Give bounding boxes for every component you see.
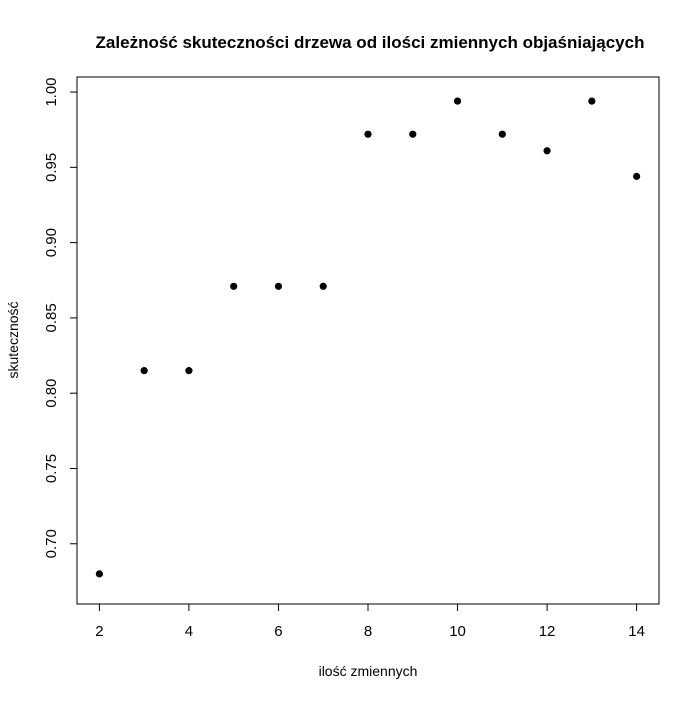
data-point <box>95 570 103 578</box>
y-tick-label: 1.00 <box>43 77 60 106</box>
data-point <box>633 172 641 180</box>
data-point <box>230 282 238 290</box>
x-tick-label: 12 <box>539 623 556 640</box>
data-point <box>543 147 551 155</box>
x-tick-label: 2 <box>95 623 103 640</box>
y-tick-label: 0.70 <box>43 529 60 558</box>
y-axis-label: skuteczność <box>5 301 21 378</box>
data-point <box>453 97 462 105</box>
chart-title: Zależność skuteczności drzewa od ilości … <box>96 33 645 52</box>
data-points <box>95 97 641 578</box>
x-axis-label: ilość zmiennych <box>319 663 418 679</box>
y-tick-label: 0.85 <box>43 303 60 332</box>
x-tick-label: 8 <box>364 623 372 640</box>
x-tick-label: 10 <box>449 623 466 640</box>
y-tick-label: 0.75 <box>43 454 60 483</box>
data-point <box>409 130 417 138</box>
data-point <box>498 130 506 138</box>
x-axis: 2 4 6 8 10 12 14 <box>95 603 645 640</box>
data-point <box>588 97 596 105</box>
y-axis: 0.70 0.75 0.80 0.85 0.90 0.95 1.00 <box>43 77 78 558</box>
data-point <box>185 367 193 375</box>
x-tick-label: 14 <box>628 623 645 640</box>
x-tick-label: 4 <box>185 623 193 640</box>
x-tick-label: 6 <box>274 623 282 640</box>
plot-frame <box>76 76 660 605</box>
y-tick-label: 0.95 <box>43 153 60 182</box>
data-point <box>364 130 372 138</box>
y-tick-label: 0.90 <box>43 228 60 257</box>
data-point <box>140 367 148 375</box>
data-point <box>274 282 283 290</box>
data-point <box>319 282 327 290</box>
y-tick-label: 0.80 <box>43 379 60 408</box>
